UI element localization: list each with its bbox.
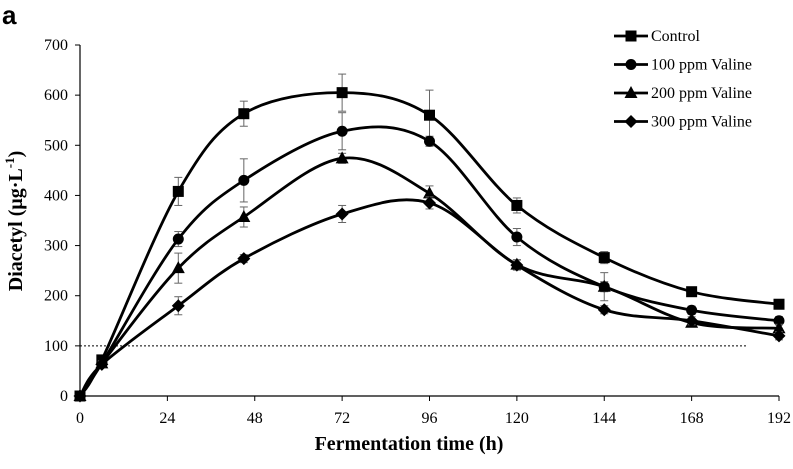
series-line bbox=[78, 198, 780, 397]
series-line bbox=[78, 156, 780, 397]
y-axis-title-close: ) bbox=[5, 151, 27, 158]
x-tick-label: 144 bbox=[592, 410, 616, 427]
legend-marker bbox=[624, 115, 638, 128]
data-point bbox=[171, 299, 185, 313]
data-point bbox=[335, 207, 349, 221]
legend-item: 100 ppm Valine bbox=[614, 57, 752, 74]
legend-label: 200 ppm Valine bbox=[651, 85, 752, 102]
y-axis-title: Diacetyl (μg·L-1) bbox=[2, 151, 27, 292]
data-point bbox=[598, 252, 610, 264]
y-tick-label: 100 bbox=[44, 338, 68, 355]
data-point bbox=[511, 199, 523, 211]
data-point bbox=[336, 87, 348, 99]
data-point bbox=[95, 357, 109, 371]
data-point bbox=[773, 298, 785, 310]
x-axis-ticks: 0 24 48 72 96 120 144 168 192 bbox=[76, 396, 791, 427]
legend-label: 100 ppm Valine bbox=[651, 57, 752, 74]
y-tick-label: 400 bbox=[44, 187, 68, 204]
x-tick-label: 168 bbox=[680, 410, 704, 427]
legend-item: Control bbox=[614, 28, 700, 45]
data-point bbox=[597, 303, 611, 317]
legend-item: 200 ppm Valine bbox=[614, 85, 752, 102]
data-point bbox=[336, 125, 348, 137]
legend-marker bbox=[625, 59, 637, 70]
legend-item: 300 ppm Valine bbox=[614, 114, 752, 131]
y-axis-ticks: 0 100 200 300 400 500 600 700 bbox=[44, 37, 80, 405]
data-point bbox=[171, 261, 185, 274]
data-point bbox=[335, 151, 349, 164]
series-line bbox=[78, 91, 780, 397]
data-point bbox=[773, 315, 785, 327]
x-tick-label: 72 bbox=[334, 410, 350, 427]
data-point bbox=[424, 135, 435, 147]
data-point bbox=[172, 185, 184, 197]
y-axis-title-main: Diacetyl (μg·L bbox=[5, 168, 27, 291]
data-point bbox=[73, 389, 87, 403]
data-point bbox=[686, 304, 698, 316]
x-tick-label: 24 bbox=[159, 410, 175, 427]
legend-label: Control bbox=[651, 28, 700, 45]
data-point bbox=[237, 209, 251, 222]
x-tick-label: 120 bbox=[505, 410, 529, 427]
x-tick-label: 96 bbox=[422, 410, 438, 427]
data-point bbox=[685, 314, 699, 328]
data-point bbox=[423, 186, 436, 199]
x-tick-label: 0 bbox=[76, 410, 84, 427]
y-tick-label: 600 bbox=[44, 87, 68, 104]
series-line bbox=[78, 125, 780, 397]
data-point bbox=[172, 233, 184, 245]
series-square bbox=[74, 73, 785, 402]
legend-marker bbox=[624, 86, 638, 98]
series-layer bbox=[73, 73, 786, 403]
data-point bbox=[772, 329, 786, 343]
y-tick-label: 0 bbox=[60, 388, 68, 405]
data-point bbox=[237, 252, 251, 266]
x-tick-label: 192 bbox=[767, 410, 791, 427]
legend-label: 300 ppm Valine bbox=[651, 114, 752, 131]
data-point bbox=[510, 258, 524, 272]
data-point bbox=[772, 321, 786, 334]
y-axis-title-exponent: -1 bbox=[2, 157, 17, 168]
legend-marker bbox=[625, 30, 637, 42]
y-tick-label: 300 bbox=[44, 238, 68, 255]
y-tick-label: 500 bbox=[44, 137, 68, 154]
data-point bbox=[423, 196, 436, 210]
series-circle bbox=[74, 112, 785, 402]
data-point bbox=[597, 279, 611, 292]
x-axis-title: Fermentation time (h) bbox=[315, 433, 504, 455]
data-point bbox=[238, 174, 250, 186]
series-diamond bbox=[73, 196, 786, 403]
data-point bbox=[424, 109, 435, 121]
legend: Control 100 ppm Valine 200 ppm Valine 300 p… bbox=[614, 28, 752, 131]
data-point bbox=[238, 108, 250, 120]
y-tick-label: 200 bbox=[44, 288, 68, 305]
panel-label: a bbox=[2, 0, 17, 30]
x-tick-label: 48 bbox=[247, 410, 263, 427]
y-tick-label: 700 bbox=[44, 37, 68, 54]
data-point bbox=[686, 286, 698, 298]
data-point bbox=[511, 231, 523, 243]
